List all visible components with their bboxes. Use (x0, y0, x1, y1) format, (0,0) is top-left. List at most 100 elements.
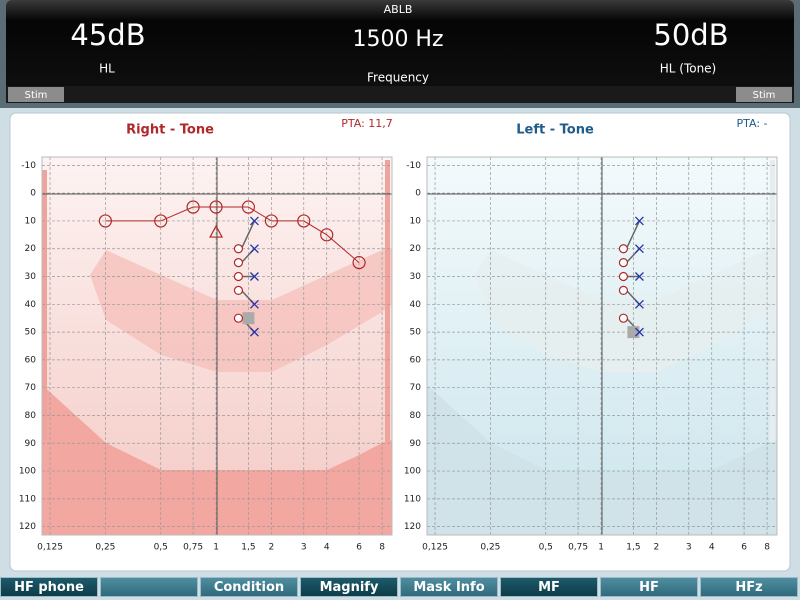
pta: PTA: - (736, 117, 767, 130)
threshold-line (105, 206, 360, 263)
threshold-marker (186, 200, 200, 214)
plot-frame (426, 156, 778, 536)
x-tick-label: 4 (709, 543, 715, 553)
ablb-right-marker (618, 244, 629, 254)
frequency-label: Frequency (367, 71, 429, 85)
y-tick-label: 120 (19, 522, 36, 532)
x-tick-label: 0,75 (183, 543, 203, 553)
x-tick-label: 8 (379, 543, 385, 553)
ablb-right-marker (618, 313, 629, 323)
ablb-left-marker (634, 299, 644, 309)
button[interactable]: Mask Info (400, 577, 498, 597)
x-tick-label: 0,5 (154, 543, 168, 553)
x-tick-label: 0,25 (95, 543, 115, 553)
x-tick-label: 0,75 (568, 543, 588, 553)
x-tick-label: 2 (269, 543, 275, 553)
y-tick-label: 50 (410, 328, 422, 338)
y-tick-label: 0 (30, 189, 36, 199)
stim-left[interactable]: Stim (25, 90, 48, 101)
button[interactable]: Condition (200, 577, 298, 597)
ablb-left-marker (249, 327, 259, 337)
y-tick-label: 40 (25, 300, 37, 310)
current-stimulus (627, 326, 640, 339)
stim-bar (6, 86, 794, 103)
y-tick-label: -10 (21, 161, 36, 171)
ablb-left-marker (249, 272, 259, 281)
ablb-right-marker (233, 271, 244, 282)
y-tick-label: 10 (410, 216, 422, 226)
x-tick-label: 6 (741, 543, 747, 553)
cross-stroke (249, 244, 259, 254)
ablb-connector (625, 220, 641, 250)
ablb-left-marker (634, 244, 644, 254)
ablb-left-marker (249, 299, 259, 309)
button[interactable]: HFz (700, 577, 798, 597)
button[interactable]: HF phone (0, 577, 98, 597)
ablb-connector (240, 220, 256, 250)
stim-right-box (736, 87, 792, 102)
threshold-marker (209, 200, 223, 214)
ablb-left-marker (634, 327, 644, 337)
x-tick-label: 0,125 (37, 543, 63, 553)
x-tick-label: 1,5 (626, 543, 640, 553)
ablb-left-marker (249, 244, 259, 254)
y-tick-label: 80 (410, 411, 422, 421)
y-tick-label: 90 (25, 439, 37, 449)
ablb-right-marker (233, 313, 244, 323)
threshold-marker (297, 214, 311, 228)
y-tick-label: 0 (415, 189, 421, 199)
cross-stroke (249, 327, 259, 337)
threshold-marker (320, 228, 334, 242)
x-tick-label: 0,5 (539, 543, 553, 553)
y-tick-label: 30 (25, 272, 37, 282)
current-stimulus (242, 312, 255, 325)
ablb-right-marker (233, 258, 244, 268)
x-tick-label: 0,125 (422, 543, 448, 553)
x-tick-label: 8 (764, 543, 770, 553)
ablb-left-marker (634, 216, 644, 226)
y-tick-label: 90 (410, 439, 422, 449)
plot-frame (41, 156, 393, 536)
ablb-left-marker (634, 272, 644, 281)
header-panel (6, 0, 794, 103)
threshold-marker (352, 256, 366, 270)
cross-stroke (634, 244, 644, 254)
threshold-marker (154, 214, 168, 228)
left-level: 45dB (70, 18, 145, 52)
button-bar: HF phone Condition Magnify Mask Info MF … (0, 577, 800, 599)
button[interactable]: MF (500, 577, 598, 597)
y-tick-label: 70 (25, 383, 37, 393)
x-tick-label: 1 (598, 543, 604, 553)
stim-right[interactable]: Stim (753, 90, 776, 101)
x-tick-label: 3 (301, 543, 307, 553)
threshold-marker (98, 214, 112, 228)
stim-left-box (8, 87, 64, 102)
ablb-right-marker (618, 271, 629, 282)
cross-stroke (634, 327, 644, 337)
reference-lines (42, 157, 777, 535)
ablb-right-marker (233, 244, 244, 254)
ablb-right-marker (618, 258, 629, 268)
cross-stroke (249, 299, 259, 309)
y-tick-label: -10 (406, 161, 421, 171)
button[interactable] (100, 577, 198, 597)
y-tick-label: 100 (404, 467, 421, 477)
x-tick-label: 2 (654, 543, 660, 553)
right-unit: HL (Tone) (660, 62, 717, 76)
x-tick-label: 4 (324, 543, 330, 553)
y-tick-label: 40 (410, 300, 422, 310)
threshold-marker (241, 200, 256, 214)
y-tick-label: 80 (25, 411, 37, 421)
y-tick-label: 100 (19, 467, 36, 477)
y-tick-label: 60 (410, 355, 422, 365)
button[interactable]: Magnify (300, 577, 398, 597)
x-tick-label: 3 (686, 543, 692, 553)
frequency: 1500 Hz (352, 27, 443, 52)
ablb-right-marker (618, 285, 629, 296)
chart-title: Left - Tone (516, 123, 594, 138)
button[interactable]: HF (600, 577, 698, 597)
y-tick-label: 20 (410, 244, 422, 254)
threshold-marker (264, 214, 278, 228)
cross-stroke (634, 272, 644, 281)
